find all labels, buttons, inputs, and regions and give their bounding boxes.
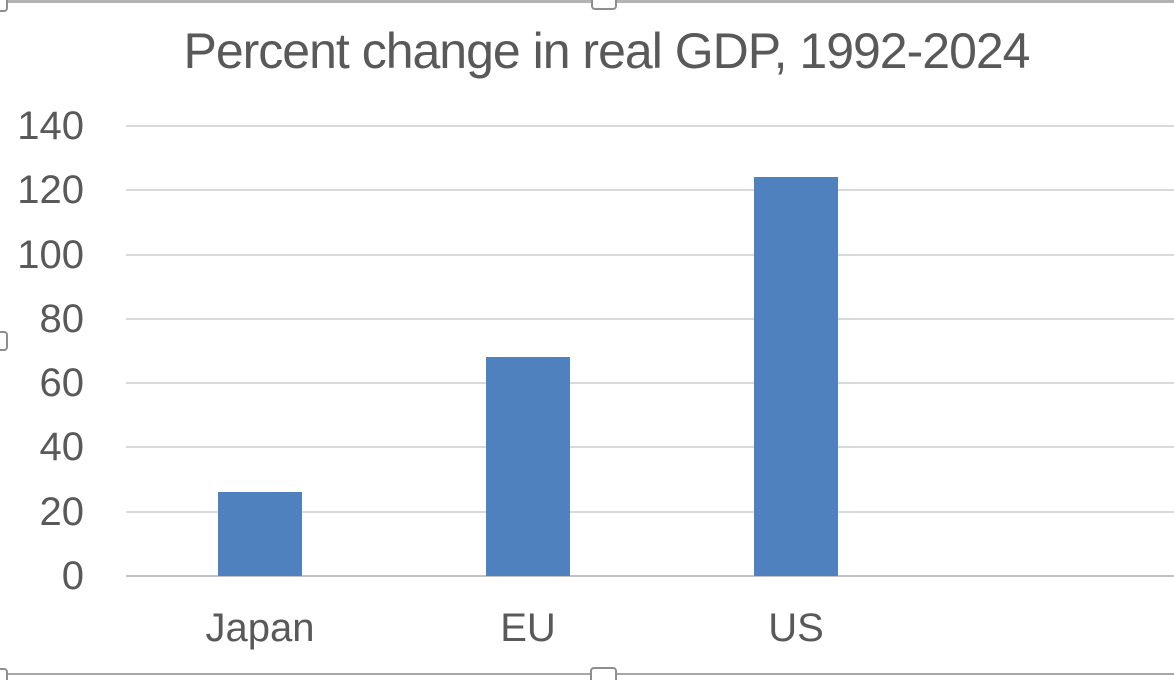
- y-axis-tick-label: 0: [61, 554, 84, 598]
- bar-eu[interactable]: [486, 357, 570, 576]
- y-axis-tick-label: 60: [39, 361, 85, 406]
- y-axis-tick-label: 80: [39, 296, 85, 341]
- gridline: [126, 446, 1174, 449]
- gridline: [126, 382, 1174, 385]
- gridline: [126, 317, 1174, 320]
- bar-us[interactable]: [754, 177, 838, 576]
- y-axis-tick-label: 140: [17, 104, 84, 148]
- resize-handle-middle-left[interactable]: [0, 331, 8, 351]
- gridline: [126, 253, 1174, 256]
- chart-title[interactable]: Percent change in real GDP, 1992-2024: [183, 23, 1030, 79]
- y-axis-tick-label: 20: [39, 489, 85, 534]
- x-axis-category-label: US: [768, 606, 824, 650]
- resize-handle-bottom-center[interactable]: [590, 667, 617, 680]
- selection-border-top: [0, 0, 1174, 3]
- resize-handle-top-center[interactable]: [591, 0, 617, 10]
- selection-border-bottom: [0, 673, 1174, 675]
- gridline: [126, 125, 1174, 127]
- x-axis-category-label: EU: [500, 606, 556, 650]
- y-axis-tick-label: 100: [17, 232, 84, 277]
- gridline: [126, 510, 1174, 513]
- resize-handle-top-left[interactable]: [0, 0, 8, 12]
- bar-japan[interactable]: [218, 492, 302, 576]
- gridline: [126, 189, 1174, 192]
- x-axis-line: [126, 575, 1174, 577]
- y-axis-tick-label: 40: [39, 425, 85, 470]
- x-axis-category-label: Japan: [205, 606, 315, 650]
- resize-handle-bottom-left[interactable]: [0, 668, 8, 680]
- y-axis-tick-label: 120: [17, 168, 84, 213]
